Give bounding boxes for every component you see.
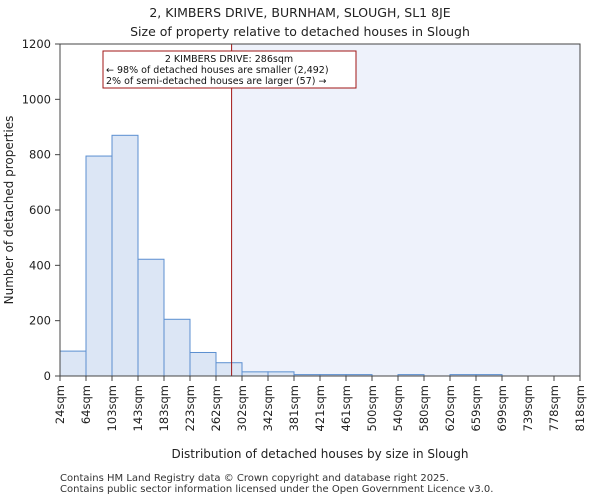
- bar-143sqm: [137, 258, 165, 377]
- bar-64sqm: [85, 155, 113, 377]
- y-tick-label: 200: [29, 314, 51, 328]
- x-tick-label: 103sqm: [105, 385, 119, 431]
- annotation-line-2: ← 98% of detached houses are smaller (2,…: [106, 65, 329, 76]
- x-tick-label: 818sqm: [573, 385, 587, 431]
- x-tick-label: 461sqm: [339, 385, 353, 431]
- bar-series: [59, 134, 503, 377]
- annotation-line-3: 2% of semi-detached houses are larger (5…: [106, 76, 326, 87]
- attribution-line-1: Contains HM Land Registry data © Crown c…: [60, 473, 449, 484]
- x-tick-label: 183sqm: [157, 385, 171, 431]
- x-tick-label: 540sqm: [391, 385, 405, 431]
- x-tick-label: 381sqm: [287, 385, 301, 431]
- x-tick-label: 659sqm: [469, 385, 483, 431]
- x-tick-label: 223sqm: [183, 385, 197, 431]
- x-tick-label: 739sqm: [521, 385, 535, 431]
- attribution: Contains HM Land Registry data © Crown c…: [60, 473, 493, 495]
- x-tick-label: 342sqm: [261, 385, 275, 431]
- highlight-region: [231, 44, 580, 376]
- annotation-box: 2 KIMBERS DRIVE: 286sqm ← 98% of detache…: [102, 50, 357, 89]
- y-tick-label: 600: [29, 203, 51, 217]
- title-line-address: 2, KIMBERS DRIVE, BURNHAM, SLOUGH, SL1 8…: [149, 5, 451, 20]
- y-tick-label: 0: [44, 369, 51, 383]
- bar-223sqm: [189, 351, 217, 377]
- bar-342sqm: [267, 371, 295, 377]
- x-tick-label: 302sqm: [235, 385, 249, 431]
- x-tick-label: 778sqm: [547, 385, 561, 431]
- y-tick-label: 800: [29, 148, 51, 162]
- x-axis-ticks: 24sqm 64sqm 103sqm 143sqm 183sqm 223sqm 262sqm…: [53, 376, 587, 431]
- y-axis-ticks: 0 200 400 600 800 1000 1200: [22, 37, 60, 383]
- x-tick-label: 24sqm: [53, 385, 67, 424]
- y-tick-label: 1200: [22, 37, 51, 51]
- annotation-frame: [102, 50, 357, 89]
- chart-title: 2, KIMBERS DRIVE, BURNHAM, SLOUGH, SL1 8…: [0, 3, 600, 41]
- bar-262sqm: [215, 362, 243, 377]
- y-tick-label: 400: [29, 258, 51, 272]
- x-axis-label: Distribution of detached houses by size …: [171, 447, 468, 461]
- x-tick-label: 620sqm: [443, 385, 457, 431]
- x-tick-label: 421sqm: [313, 385, 327, 431]
- x-tick-label: 64sqm: [79, 385, 93, 424]
- x-tick-label: 262sqm: [209, 385, 223, 431]
- x-tick-label: 143sqm: [131, 385, 145, 431]
- x-tick-label: 500sqm: [365, 385, 379, 431]
- y-tick-label: 1000: [22, 92, 51, 106]
- bar-183sqm: [163, 318, 191, 377]
- y-axis-label: Number of detached properties: [2, 116, 16, 305]
- title-line-subtitle: Size of property relative to detached ho…: [130, 24, 470, 39]
- annotation-line-1: 2 KIMBERS DRIVE: 286sqm: [165, 54, 293, 65]
- x-tick-label: 580sqm: [417, 385, 431, 431]
- bar-chart: 0 200 400 600 800 1000 1200 24sqm 64sqm 103sqm 14…: [2, 37, 587, 461]
- attribution-line-2: Contains public sector information licen…: [60, 484, 494, 495]
- bar-24sqm: [59, 350, 87, 377]
- x-tick-label: 699sqm: [495, 385, 509, 431]
- bar-103sqm: [111, 134, 139, 377]
- bar-302sqm: [241, 371, 269, 377]
